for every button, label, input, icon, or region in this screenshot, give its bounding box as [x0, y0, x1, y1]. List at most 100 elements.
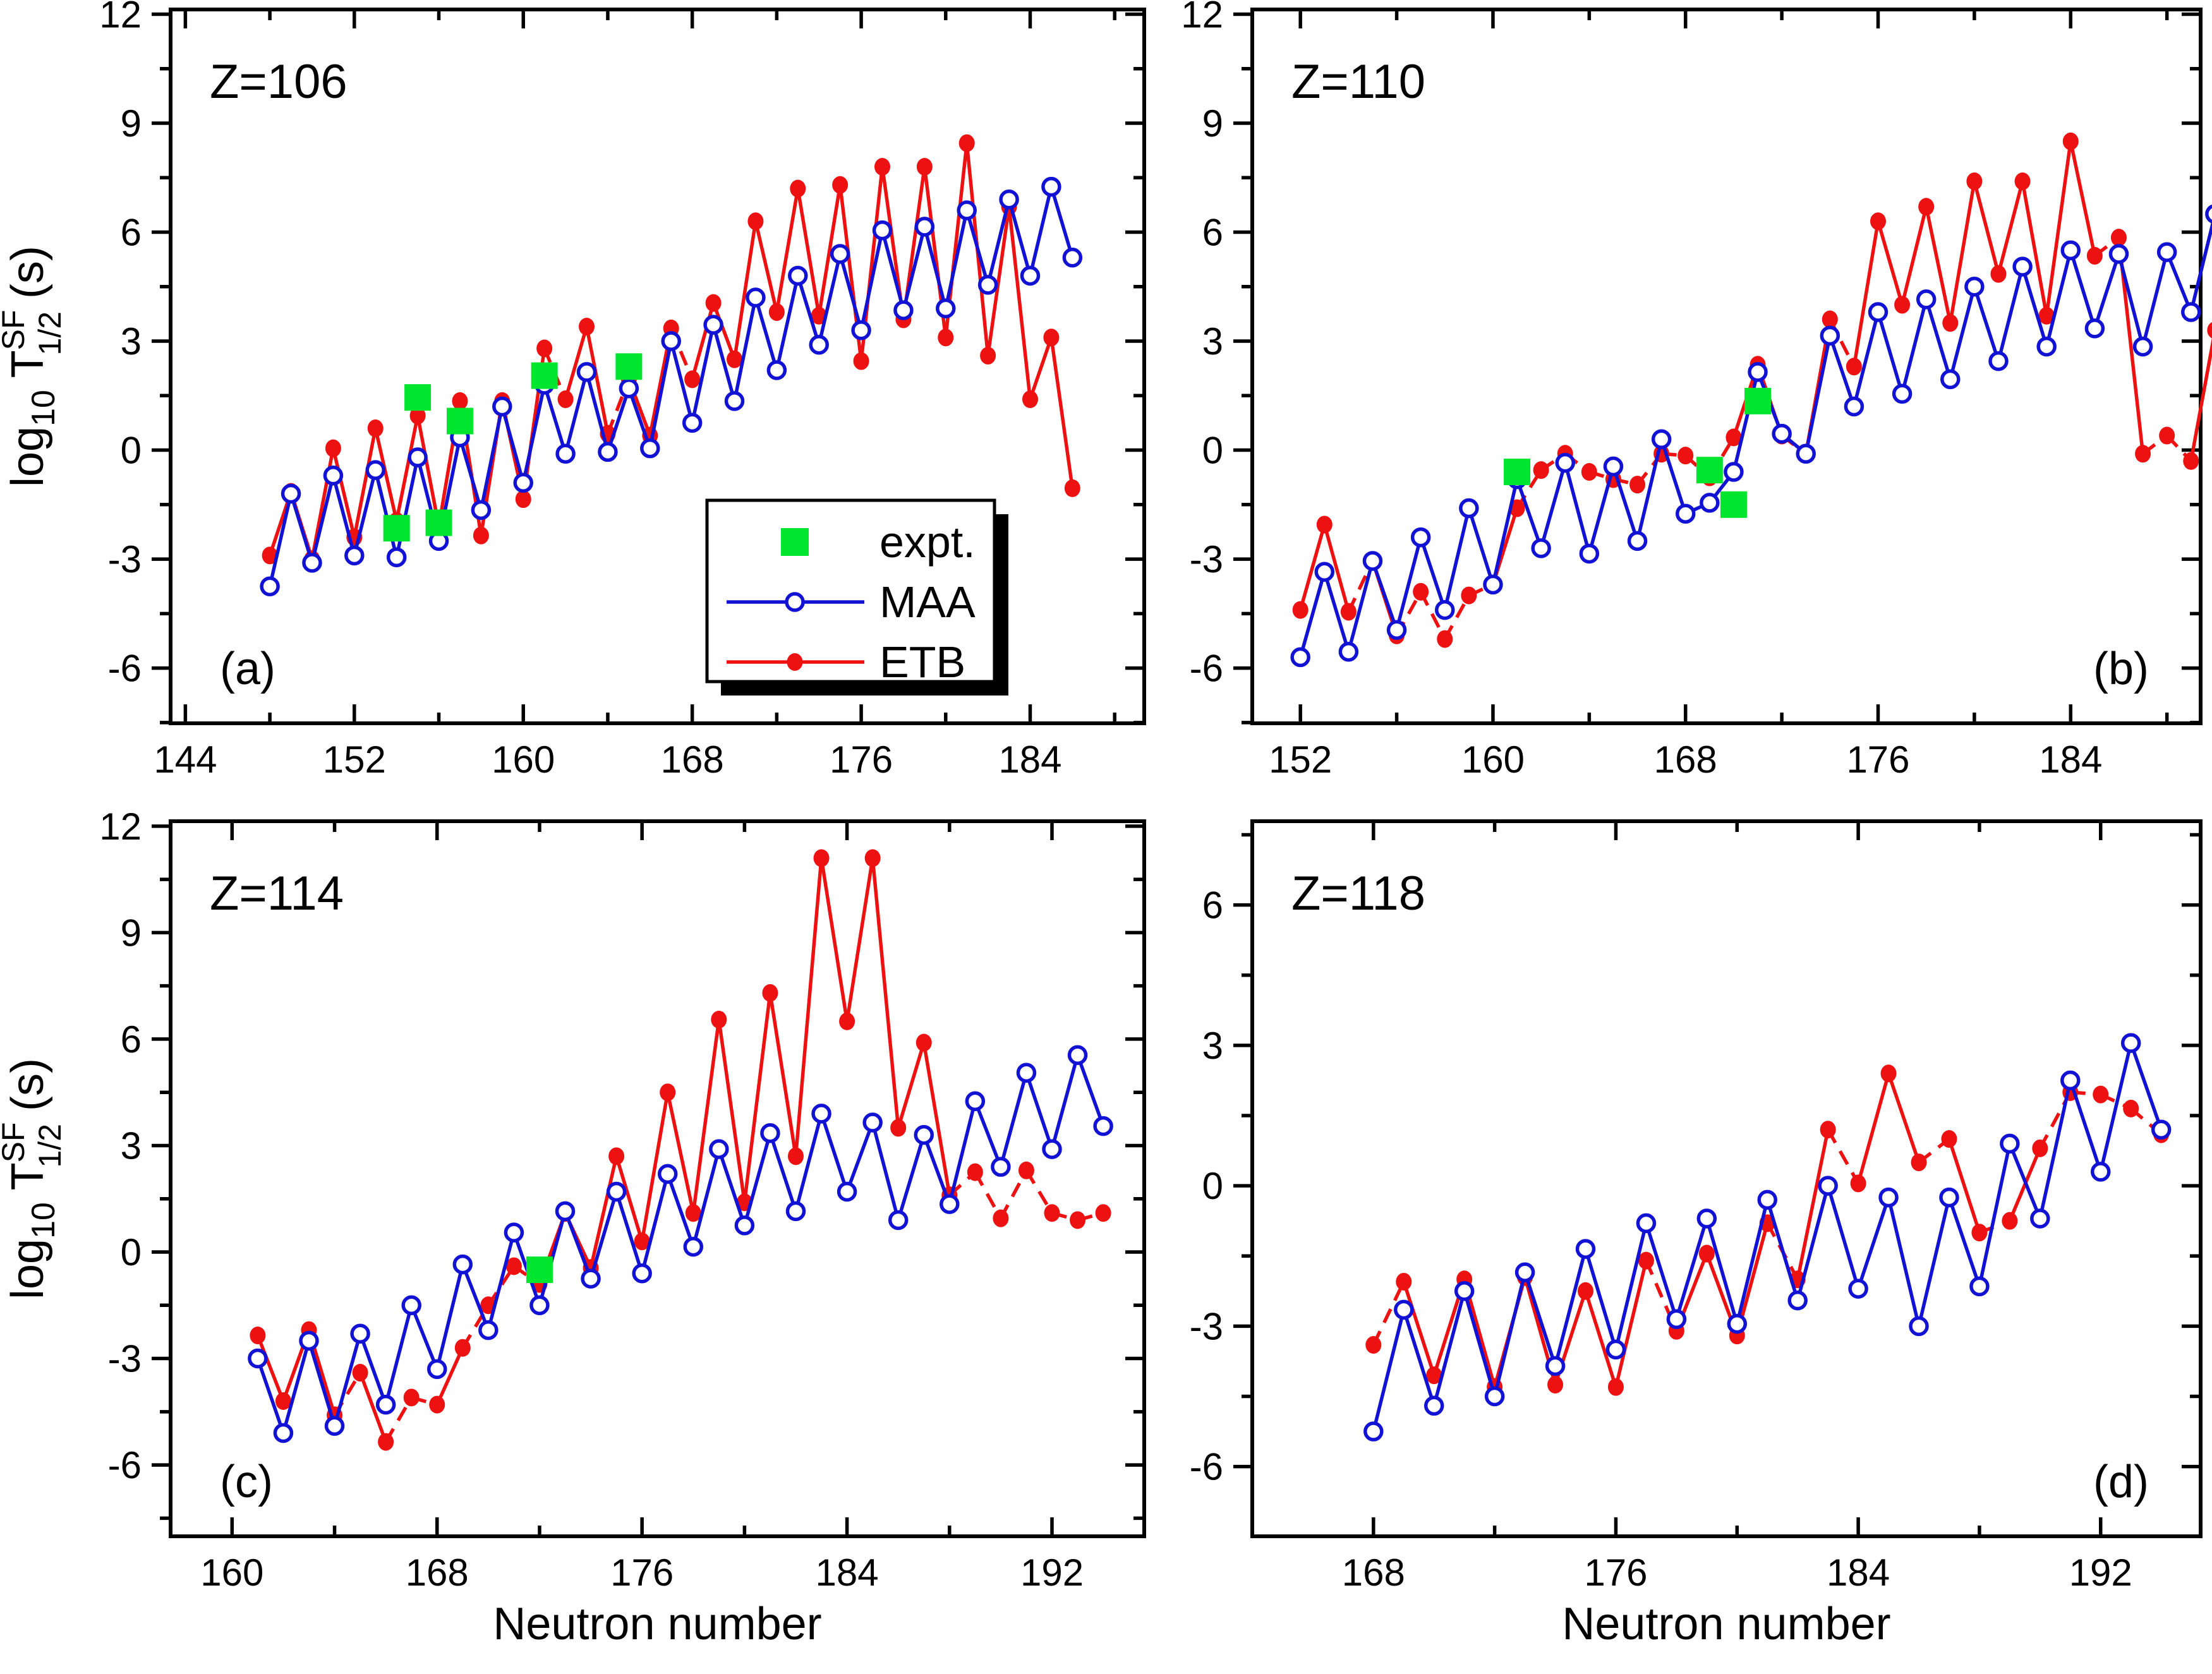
maa-point — [452, 1254, 473, 1275]
y-tick-label: 9 — [1202, 102, 1223, 145]
maa-point — [1483, 574, 1503, 595]
etb-line-segment — [742, 992, 772, 1203]
etb-point — [980, 347, 996, 365]
etb-point — [790, 179, 806, 198]
x-axis-label-right: Neutron number — [1562, 1599, 1890, 1649]
etb-point — [1365, 1335, 1382, 1354]
maa-point — [830, 244, 850, 264]
x-tick-label: 152 — [1269, 738, 1332, 781]
etb-point — [452, 392, 468, 410]
x-tick-label: 144 — [154, 738, 217, 781]
y-tick-label: 12 — [1181, 0, 1223, 35]
x-tick-label: 192 — [1020, 1551, 1084, 1594]
etb-point — [916, 1033, 932, 1052]
panel-frame-a — [169, 8, 1146, 725]
etb-line-segment — [1925, 206, 1952, 323]
y-tick-label: -6 — [1190, 1446, 1223, 1488]
panel-title-b: Z=110 — [1291, 55, 1425, 109]
y-tick-label: 3 — [1202, 1025, 1223, 1067]
etb-point — [853, 352, 869, 370]
y-tick-label: 6 — [121, 1018, 142, 1061]
y-tick-label: 12 — [99, 0, 142, 35]
y-tick-label: -6 — [108, 647, 142, 690]
x-tick-label: 160 — [492, 738, 555, 781]
etb-line-segment — [640, 1092, 670, 1242]
etb-point — [685, 1204, 701, 1222]
maa-point — [1939, 1187, 1959, 1208]
panel-letter-c: (c) — [220, 1457, 273, 1507]
etb-point — [1966, 172, 1983, 191]
maa-point — [1531, 538, 1551, 558]
etb-line-segment — [1419, 591, 1447, 640]
etb-line-segment — [1028, 337, 1053, 400]
maa-point — [478, 1320, 499, 1340]
etb-line-segment — [768, 992, 798, 1157]
panel-frame-c — [169, 819, 1146, 1538]
etb-line-segment — [2069, 141, 2097, 256]
maa-point — [1748, 362, 1768, 382]
maa-point — [2108, 244, 2129, 264]
etb-point — [993, 1209, 1009, 1227]
maa-point — [746, 287, 766, 308]
etb-point — [1820, 1121, 1836, 1139]
maa-point — [619, 378, 639, 399]
etb-line-segment — [1007, 206, 1032, 400]
maa-point — [598, 442, 618, 462]
maa-point — [703, 315, 723, 335]
maa-point — [1796, 443, 1816, 464]
maa-point — [1314, 562, 1335, 582]
maa-point — [2084, 318, 2105, 339]
maa-point — [2060, 1070, 2081, 1091]
maa-point — [788, 265, 808, 286]
x-tick-label: 176 — [1846, 738, 1909, 781]
etb-line-segment — [1614, 1260, 1648, 1388]
etb-line-segment — [1402, 1281, 1436, 1376]
panel-title-a: Z=106 — [210, 55, 348, 109]
maa-point — [914, 217, 935, 237]
maa-point — [724, 391, 745, 411]
x-tick-label: 192 — [2069, 1551, 2132, 1594]
maa-point — [1362, 551, 1383, 571]
etb-point — [1971, 1224, 1988, 1242]
etb-point — [916, 158, 933, 176]
legend-maa-marker — [785, 592, 805, 612]
maa-point — [555, 1201, 576, 1222]
maa-point — [977, 275, 998, 295]
etb-point — [1880, 1064, 1897, 1083]
legend-etb-marker — [787, 653, 803, 671]
etb-line-segment — [358, 1372, 388, 1443]
maa-point — [513, 473, 533, 493]
maa-point — [299, 1330, 319, 1351]
expt-point — [615, 353, 643, 380]
etb-point — [352, 1364, 368, 1382]
etb-point — [1547, 1375, 1564, 1394]
maa-point — [281, 483, 301, 504]
etb-point — [864, 849, 881, 867]
maa-point — [1940, 369, 1961, 390]
maa-point — [1423, 1395, 1444, 1416]
expt-point — [531, 362, 558, 389]
x-axis-label-left: Neutron number — [493, 1599, 821, 1649]
etb-point — [2002, 1212, 2018, 1230]
etb-point — [2135, 445, 2151, 463]
etb-point — [813, 849, 830, 867]
maa-point — [1868, 302, 1889, 322]
maa-point — [2030, 1208, 2050, 1229]
etb-point — [660, 1083, 676, 1102]
maa-point — [914, 1124, 934, 1145]
etb-line-segment — [1852, 220, 1880, 367]
etb-point — [557, 390, 574, 409]
panel-title-c: Z=114 — [210, 867, 344, 920]
maa-point — [1555, 452, 1576, 473]
maa-point — [1772, 423, 1792, 444]
maa-point — [2090, 1162, 2111, 1182]
y-tick-label: -3 — [1190, 1305, 1223, 1347]
x-tick-label: 184 — [998, 738, 1061, 781]
etb-line-segment — [373, 428, 399, 522]
y-tick-label: 0 — [121, 1231, 142, 1274]
maa-point — [657, 1164, 678, 1184]
y-tick-label: 9 — [121, 102, 142, 145]
etb-point — [787, 1147, 804, 1165]
y-tick-label: 9 — [121, 912, 142, 954]
etb-line-segment — [999, 1169, 1028, 1219]
